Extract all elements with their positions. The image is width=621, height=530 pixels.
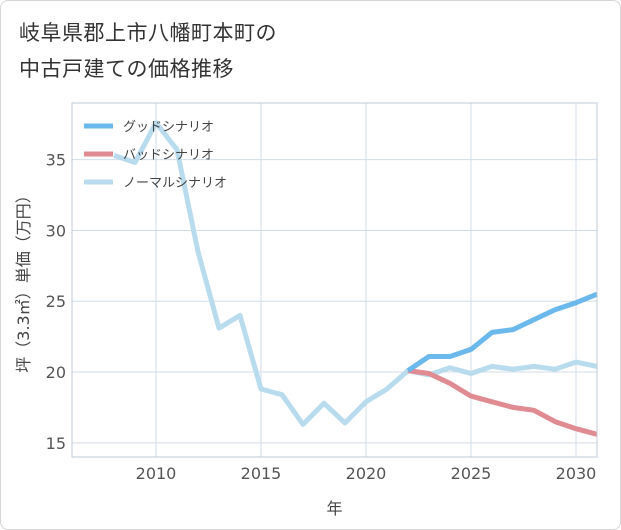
x-tick-label: 2020 (346, 464, 387, 483)
x-tick-labels: 2010 2015 2020 2025 2030 (136, 464, 597, 483)
x-tick-label: 2025 (451, 464, 492, 483)
plot-frame (71, 102, 598, 458)
y-tick-label: 25 (46, 292, 66, 311)
y-tick-labels: 15 20 25 30 35 (46, 151, 66, 453)
y-tick-label: 35 (46, 151, 66, 170)
y-axis-label: 坪（3.3㎡）単価（万円） (14, 187, 33, 372)
y-tick-label: 15 (46, 434, 66, 453)
x-tick-label: 2010 (136, 464, 177, 483)
series-lines (113, 120, 598, 437)
x-tick-label: 2030 (556, 464, 597, 483)
chart-title: 岐阜県郡上市八幡町本町の 中古戸建ての価格推移 (19, 15, 277, 87)
x-tick-label: 2015 (241, 464, 282, 483)
legend-label-good: グッドシナリオ (123, 120, 214, 135)
grid-lines (72, 103, 597, 457)
y-tick-label: 20 (46, 363, 66, 382)
x-axis-label: 年 (326, 499, 342, 518)
chart-title-line2: 中古戸建ての価格推移 (19, 57, 234, 81)
y-tick-label: 30 (46, 221, 66, 240)
legend-label-normal: ノーマルシナリオ (123, 176, 227, 191)
series-line-good (406, 291, 598, 373)
legend-label-bad: バッドシナリオ (123, 148, 214, 163)
series-line-bad (407, 368, 598, 437)
series-line-normal (113, 120, 598, 427)
chart-title-line1: 岐阜県郡上市八幡町本町の (19, 21, 277, 45)
